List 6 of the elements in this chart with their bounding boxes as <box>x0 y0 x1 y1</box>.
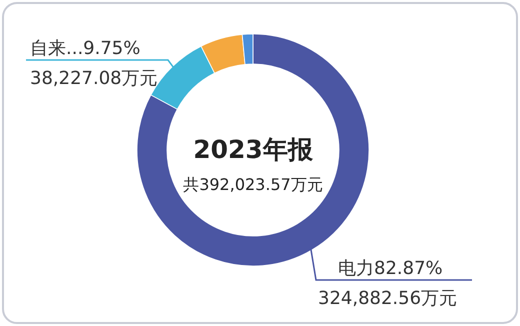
text: 共392,023.57万元 <box>183 175 323 194</box>
text: 2023年报 <box>193 135 314 164</box>
slice-label: 电力82.87% <box>338 258 443 279</box>
slice-label: 自来...9.75% <box>30 38 140 59</box>
text: 38,227.08万元 <box>30 68 158 89</box>
text: 324,882.56万元 <box>318 288 458 309</box>
